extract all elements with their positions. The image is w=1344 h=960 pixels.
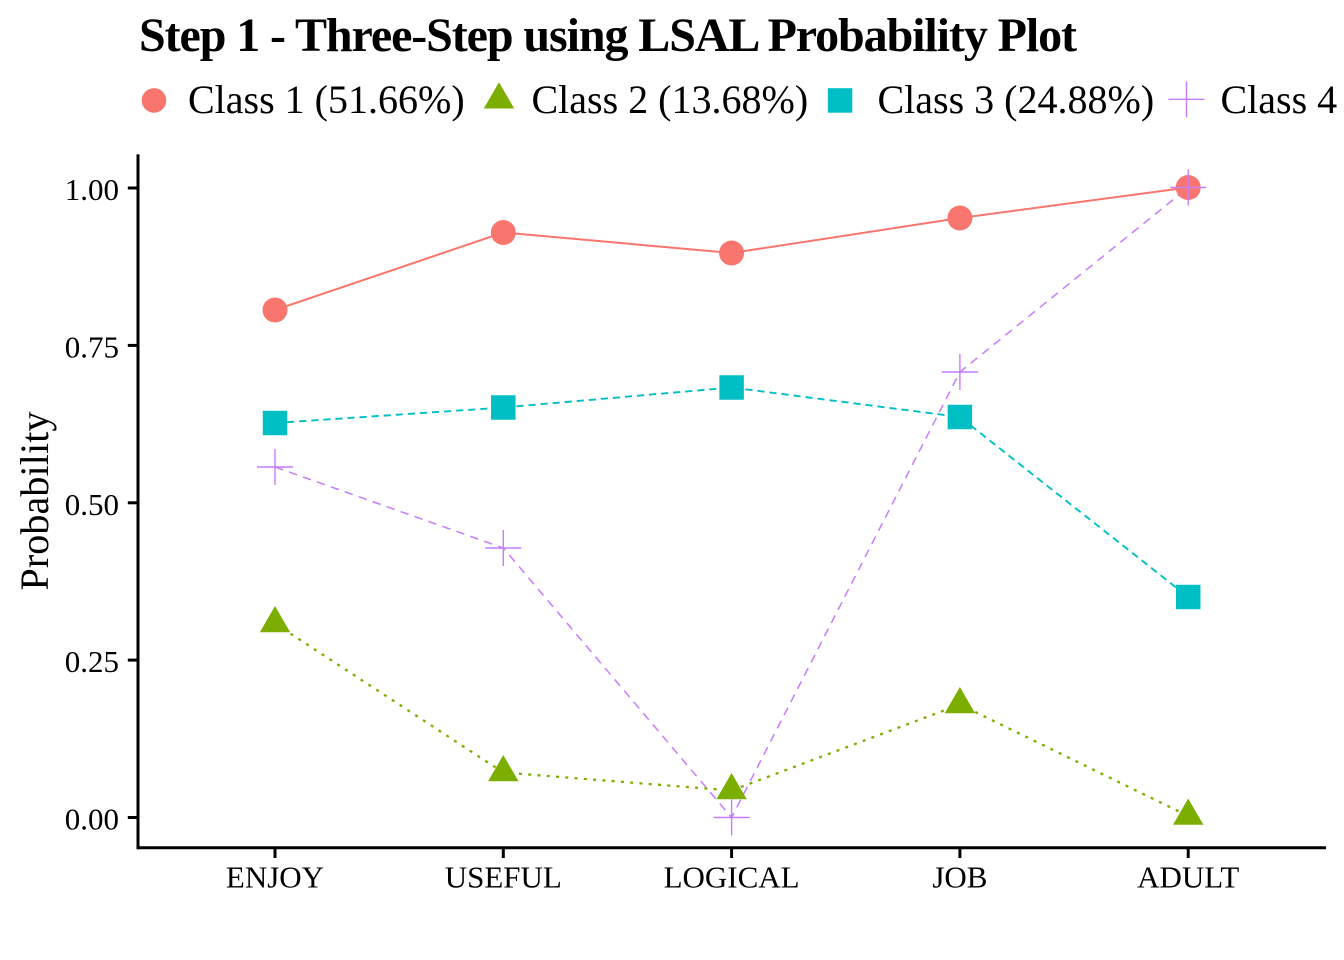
svg-text:USEFUL: USEFUL [445, 860, 562, 895]
svg-text:Probability: Probability [12, 412, 57, 591]
svg-text:ENJOY: ENJOY [226, 860, 324, 895]
svg-text:JOB: JOB [932, 860, 987, 895]
svg-text:LOGICAL: LOGICAL [664, 860, 800, 895]
svg-text:Class 2 (13.68%): Class 2 (13.68%) [532, 77, 809, 122]
svg-text:Step 1 - Three-Step using LSAL: Step 1 - Three-Step using LSAL Probabili… [139, 9, 1077, 62]
svg-text:0.25: 0.25 [65, 644, 119, 679]
svg-text:Class 3 (24.88%): Class 3 (24.88%) [878, 77, 1155, 122]
svg-text:1.00: 1.00 [65, 172, 119, 207]
svg-text:0.00: 0.00 [65, 802, 119, 837]
svg-text:ADULT: ADULT [1137, 860, 1239, 895]
svg-text:0.50: 0.50 [65, 487, 119, 522]
svg-text:0.75: 0.75 [65, 329, 119, 364]
svg-text:Class 4 (9.78%): Class 4 (9.78%) [1221, 77, 1344, 122]
svg-text:Class 1 (51.66%): Class 1 (51.66%) [188, 77, 465, 122]
